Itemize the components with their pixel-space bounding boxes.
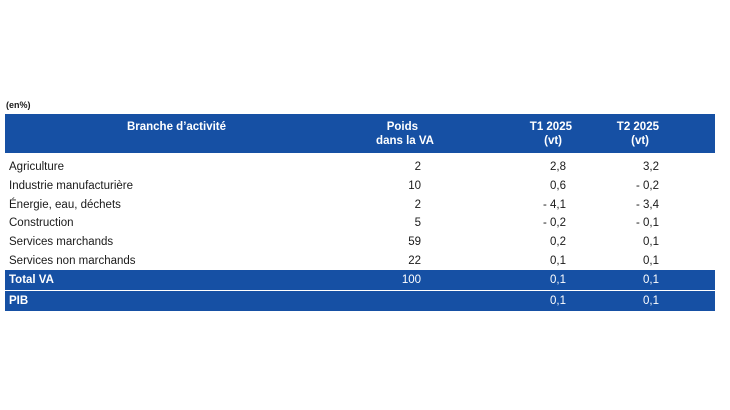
cell-branche: Énergie, eau, déchets xyxy=(9,198,121,211)
unit-note: (en%) xyxy=(6,100,31,110)
cell-t2: - 3,4 xyxy=(635,198,659,211)
pib-row: PIB 0,1 0,1 xyxy=(5,291,715,312)
header-poids: Poids dans la VA xyxy=(318,114,448,153)
header-t1-line2: (vt) xyxy=(544,135,562,147)
cell-t2: 0,1 xyxy=(643,236,659,249)
cell-t2: - 0,1 xyxy=(635,217,659,230)
table-row: Services marchands 59 0,2 0,1 xyxy=(5,233,715,252)
header-poids-line2: dans la VA xyxy=(376,135,434,147)
cell-branche: Services marchands xyxy=(9,236,114,249)
table-row: Services non marchands 22 0,1 0,1 xyxy=(5,251,715,270)
header-t2: T2 2025 (vt) xyxy=(580,114,715,153)
table-row: Énergie, eau, déchets 2 - 4,1 - 3,4 xyxy=(5,195,715,214)
header-t2-line1: T2 2025 xyxy=(616,121,659,133)
cell-t1: 0,1 xyxy=(448,270,580,291)
cell-t1: 0,1 xyxy=(550,254,566,267)
cell-poids: 10 xyxy=(408,180,421,193)
header-poids-line1: Poids xyxy=(386,121,418,133)
cell-branche: Industrie manufacturière xyxy=(9,180,134,193)
total-va-row: Total VA 100 0,1 0,1 xyxy=(5,270,715,291)
cell-branche: Total VA xyxy=(5,270,318,291)
header-t1-line1: T1 2025 xyxy=(529,121,572,133)
cell-t2: 0,1 xyxy=(580,291,715,312)
cell-t1: 2,8 xyxy=(550,161,566,174)
cell-poids: 2 xyxy=(414,161,421,174)
cell-t1: 0,1 xyxy=(448,291,580,312)
cell-branche: Agriculture xyxy=(9,161,64,174)
cell-poids: 5 xyxy=(414,217,421,230)
header-branche: Branche d’activité xyxy=(5,114,318,153)
cell-branche: Construction xyxy=(9,217,74,230)
cell-t1: - 4,1 xyxy=(542,198,566,211)
cell-poids: 100 xyxy=(318,270,448,291)
value-added-table: Branche d’activité Poids dans la VA T1 2… xyxy=(5,114,715,312)
cell-t2: 3,2 xyxy=(643,161,659,174)
cell-branche: PIB xyxy=(5,291,318,312)
cell-t1: - 0,2 xyxy=(542,217,566,230)
cell-poids: 22 xyxy=(408,254,421,267)
table-row: Construction 5 - 0,2 - 0,1 xyxy=(5,214,715,233)
cell-poids: 2 xyxy=(414,198,421,211)
table-header-row: Branche d’activité Poids dans la VA T1 2… xyxy=(5,114,715,153)
cell-t1: 0,6 xyxy=(550,180,566,193)
header-t1: T1 2025 (vt) xyxy=(448,114,580,153)
cell-t2: - 0,2 xyxy=(635,180,659,193)
cell-t2: 0,1 xyxy=(580,270,715,291)
header-t2-line2: (vt) xyxy=(631,135,649,147)
cell-poids xyxy=(318,291,448,312)
cell-poids: 59 xyxy=(408,236,421,249)
cell-t1: 0,2 xyxy=(550,236,566,249)
table-row: Industrie manufacturière 10 0,6 - 0,2 xyxy=(5,177,715,196)
header-branche-label: Branche d’activité xyxy=(126,121,227,133)
cell-t2: 0,1 xyxy=(643,254,659,267)
cell-branche: Services non marchands xyxy=(9,254,136,267)
table-row: Agriculture 2 2,8 3,2 xyxy=(5,158,715,177)
